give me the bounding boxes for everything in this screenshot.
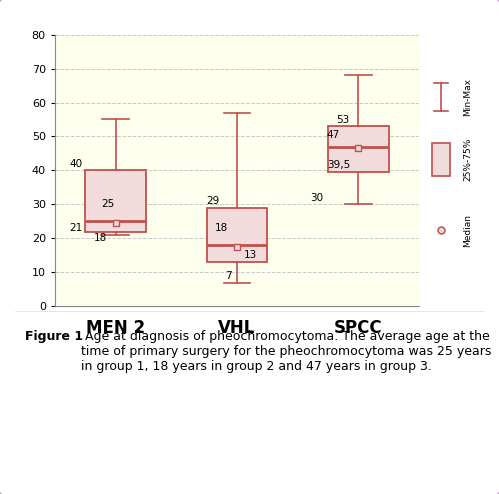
Text: Median: Median xyxy=(464,214,473,247)
Text: 18: 18 xyxy=(94,234,107,244)
Bar xyxy=(328,126,389,172)
Bar xyxy=(85,170,146,232)
Text: 18: 18 xyxy=(215,223,229,233)
Text: 39,5: 39,5 xyxy=(327,161,350,170)
Bar xyxy=(207,208,267,262)
Text: 30: 30 xyxy=(310,193,323,203)
Text: 7: 7 xyxy=(225,271,232,281)
Text: Min-Max: Min-Max xyxy=(464,78,473,116)
Text: 47: 47 xyxy=(327,130,340,140)
Text: 25%-75%: 25%-75% xyxy=(464,138,473,181)
Text: 21: 21 xyxy=(69,223,83,233)
Text: 53: 53 xyxy=(337,115,350,124)
Text: VHL: VHL xyxy=(219,319,255,336)
Text: 25: 25 xyxy=(101,200,114,209)
Text: Age at diagnosis of pheochromocytoma. The average age at the time of primary sur: Age at diagnosis of pheochromocytoma. Th… xyxy=(81,330,492,373)
Text: 40: 40 xyxy=(69,159,83,169)
Text: Figure 1: Figure 1 xyxy=(25,330,83,343)
Text: 13: 13 xyxy=(245,250,257,260)
Text: SPCC: SPCC xyxy=(334,319,383,336)
Text: MEN 2: MEN 2 xyxy=(86,319,145,336)
Bar xyxy=(432,143,450,176)
Text: 29: 29 xyxy=(207,196,220,206)
